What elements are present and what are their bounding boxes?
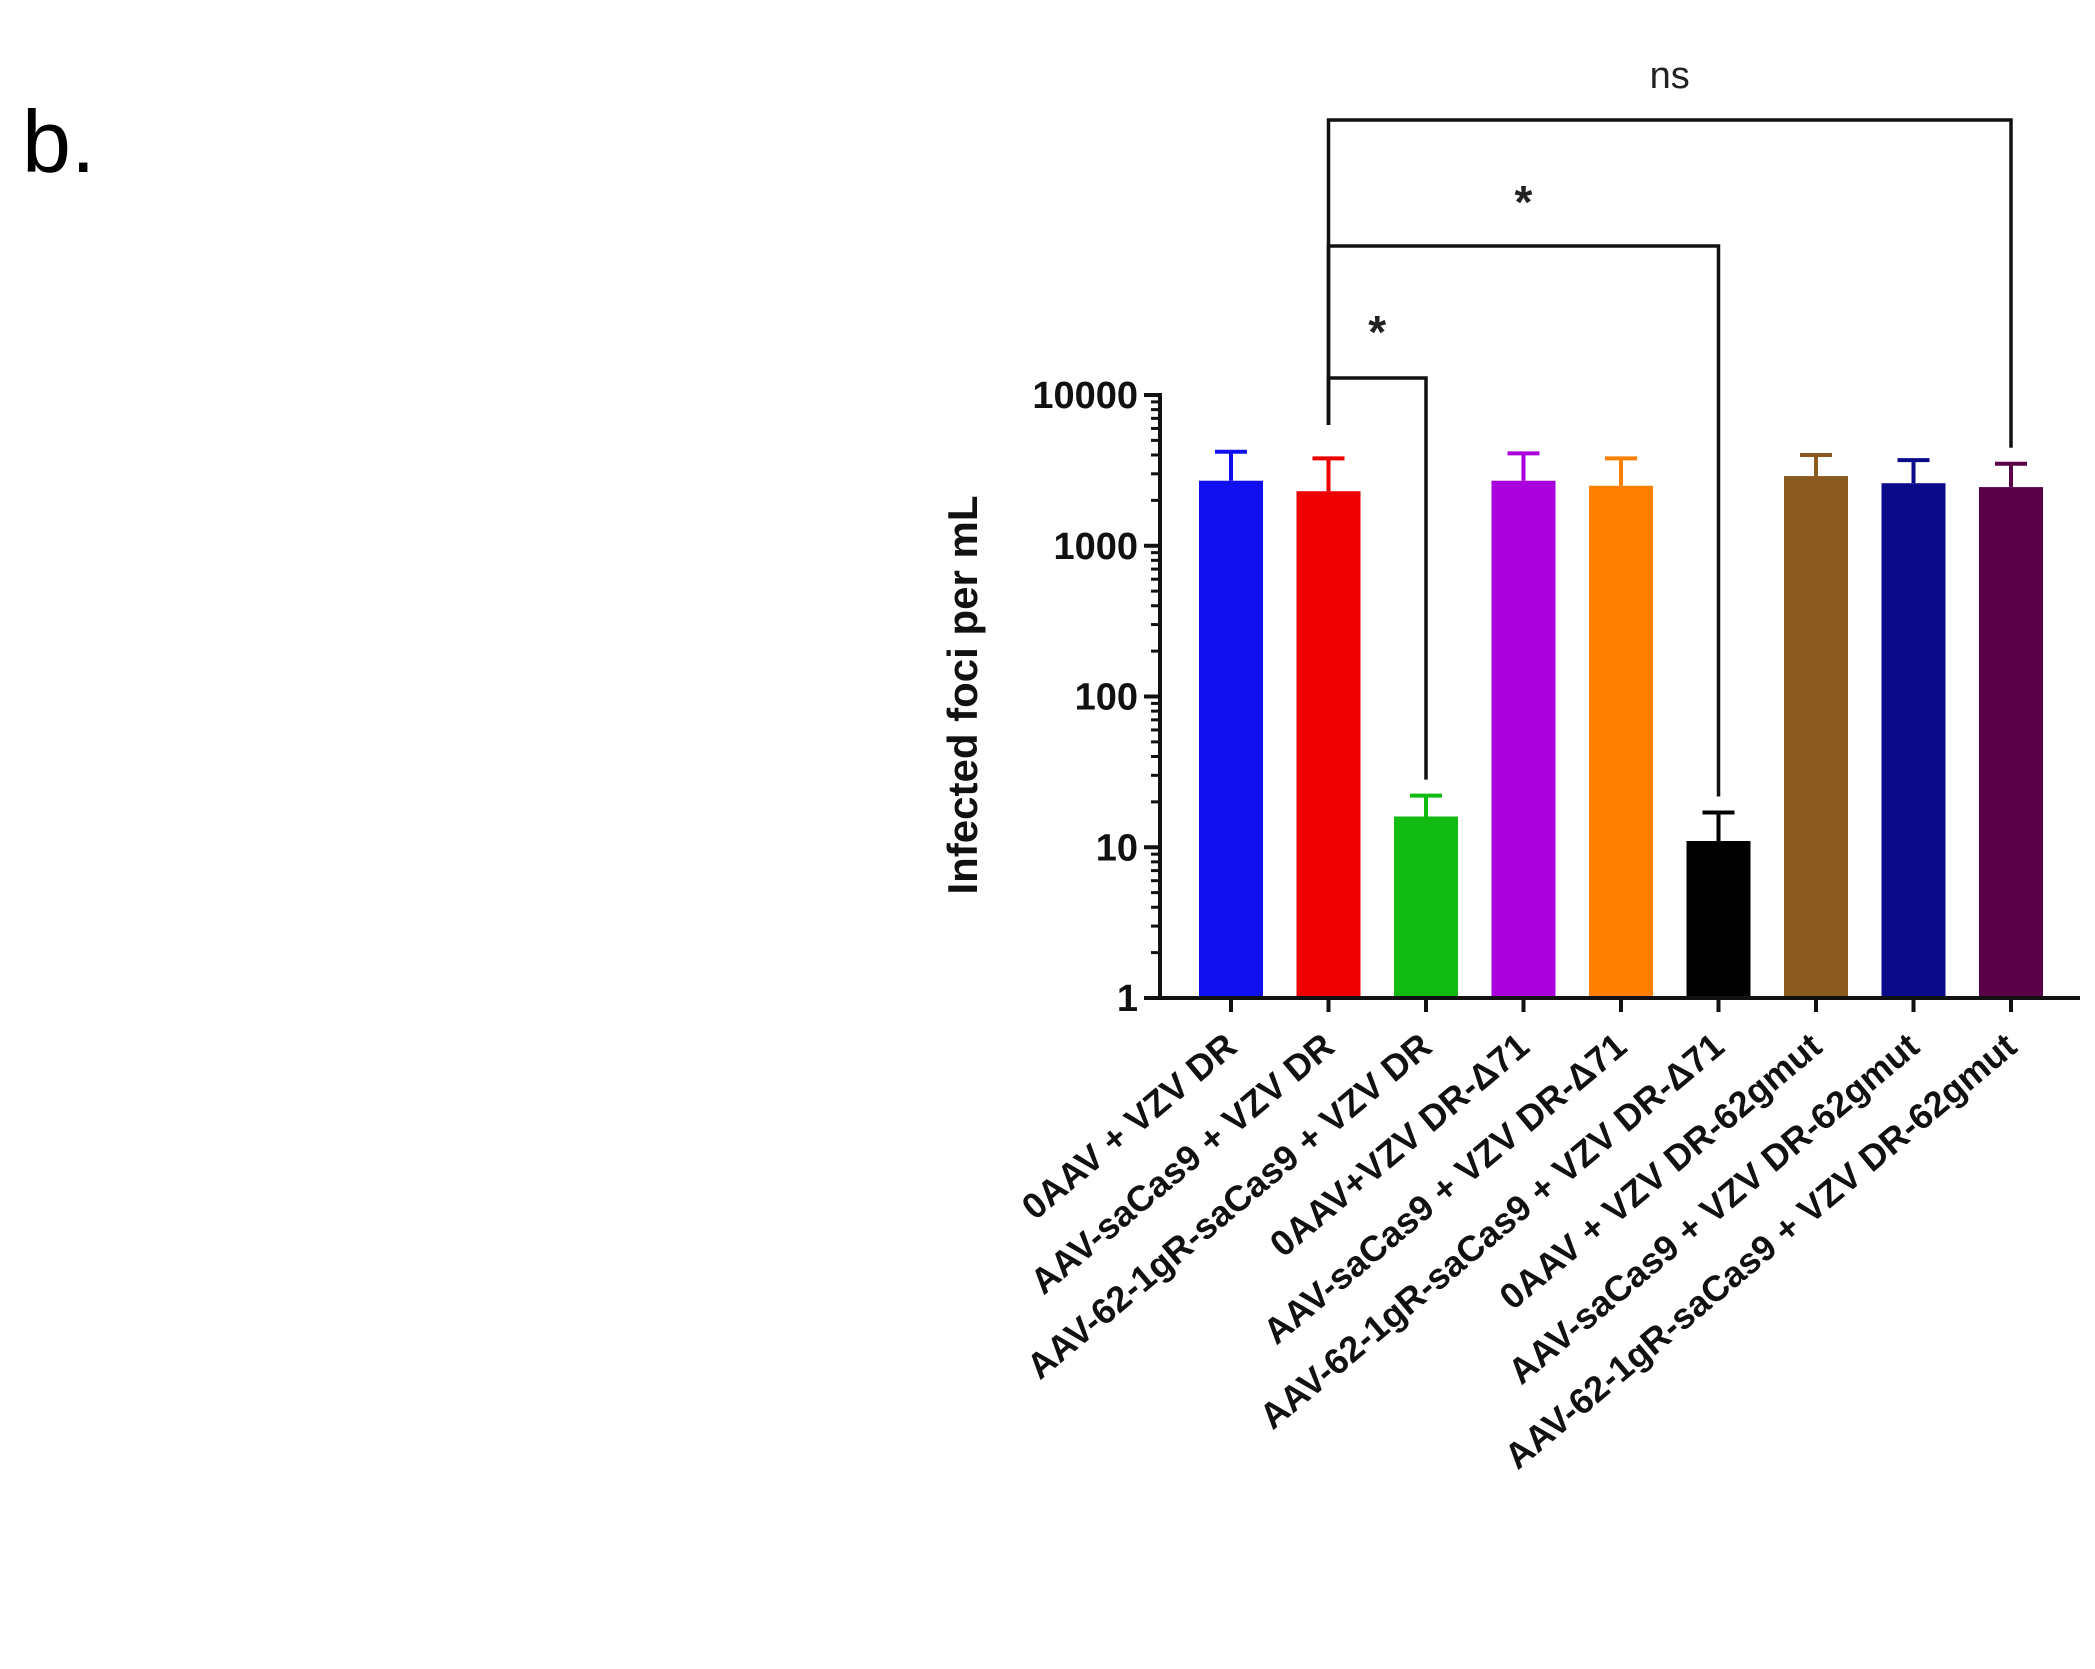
y-tick-label: 100: [1075, 677, 1138, 719]
bar-5: [1589, 485, 1653, 999]
significance-bracket-3: [1326, 118, 2013, 448]
bar-chart: 1 10 100 1000 10000 0AAV + VZV DRAAV-saCas9 …: [939, 55, 2080, 1477]
bar-1: [1199, 480, 1263, 998]
y-tick-label: 1000: [1053, 526, 1138, 568]
bar-9: [1979, 487, 2043, 998]
significance-label-3: ns: [1650, 55, 1690, 97]
y-tick-label: 1: [1117, 978, 1138, 1020]
y-ticks-group: 1 10 100 1000 10000: [1032, 375, 1160, 1020]
significance-label-2: *: [1515, 176, 1533, 228]
y-axis-label: Infected foci per mL: [939, 495, 986, 894]
panel-label: b.: [22, 92, 95, 191]
bar-7: [1784, 476, 1848, 999]
bar-6: [1686, 841, 1751, 998]
y-tick-label: 10: [1096, 827, 1138, 869]
bar-8: [1881, 483, 1946, 999]
bar-4: [1491, 480, 1556, 998]
significance-brackets: * * ns: [1326, 55, 2013, 797]
significance-label-1: *: [1368, 306, 1386, 358]
bars-group: [1199, 476, 2043, 999]
error-bars-group: [1215, 449, 2027, 842]
bar-3: [1394, 816, 1458, 998]
bar-2: [1296, 491, 1361, 998]
y-tick-label: 10000: [1032, 375, 1138, 417]
